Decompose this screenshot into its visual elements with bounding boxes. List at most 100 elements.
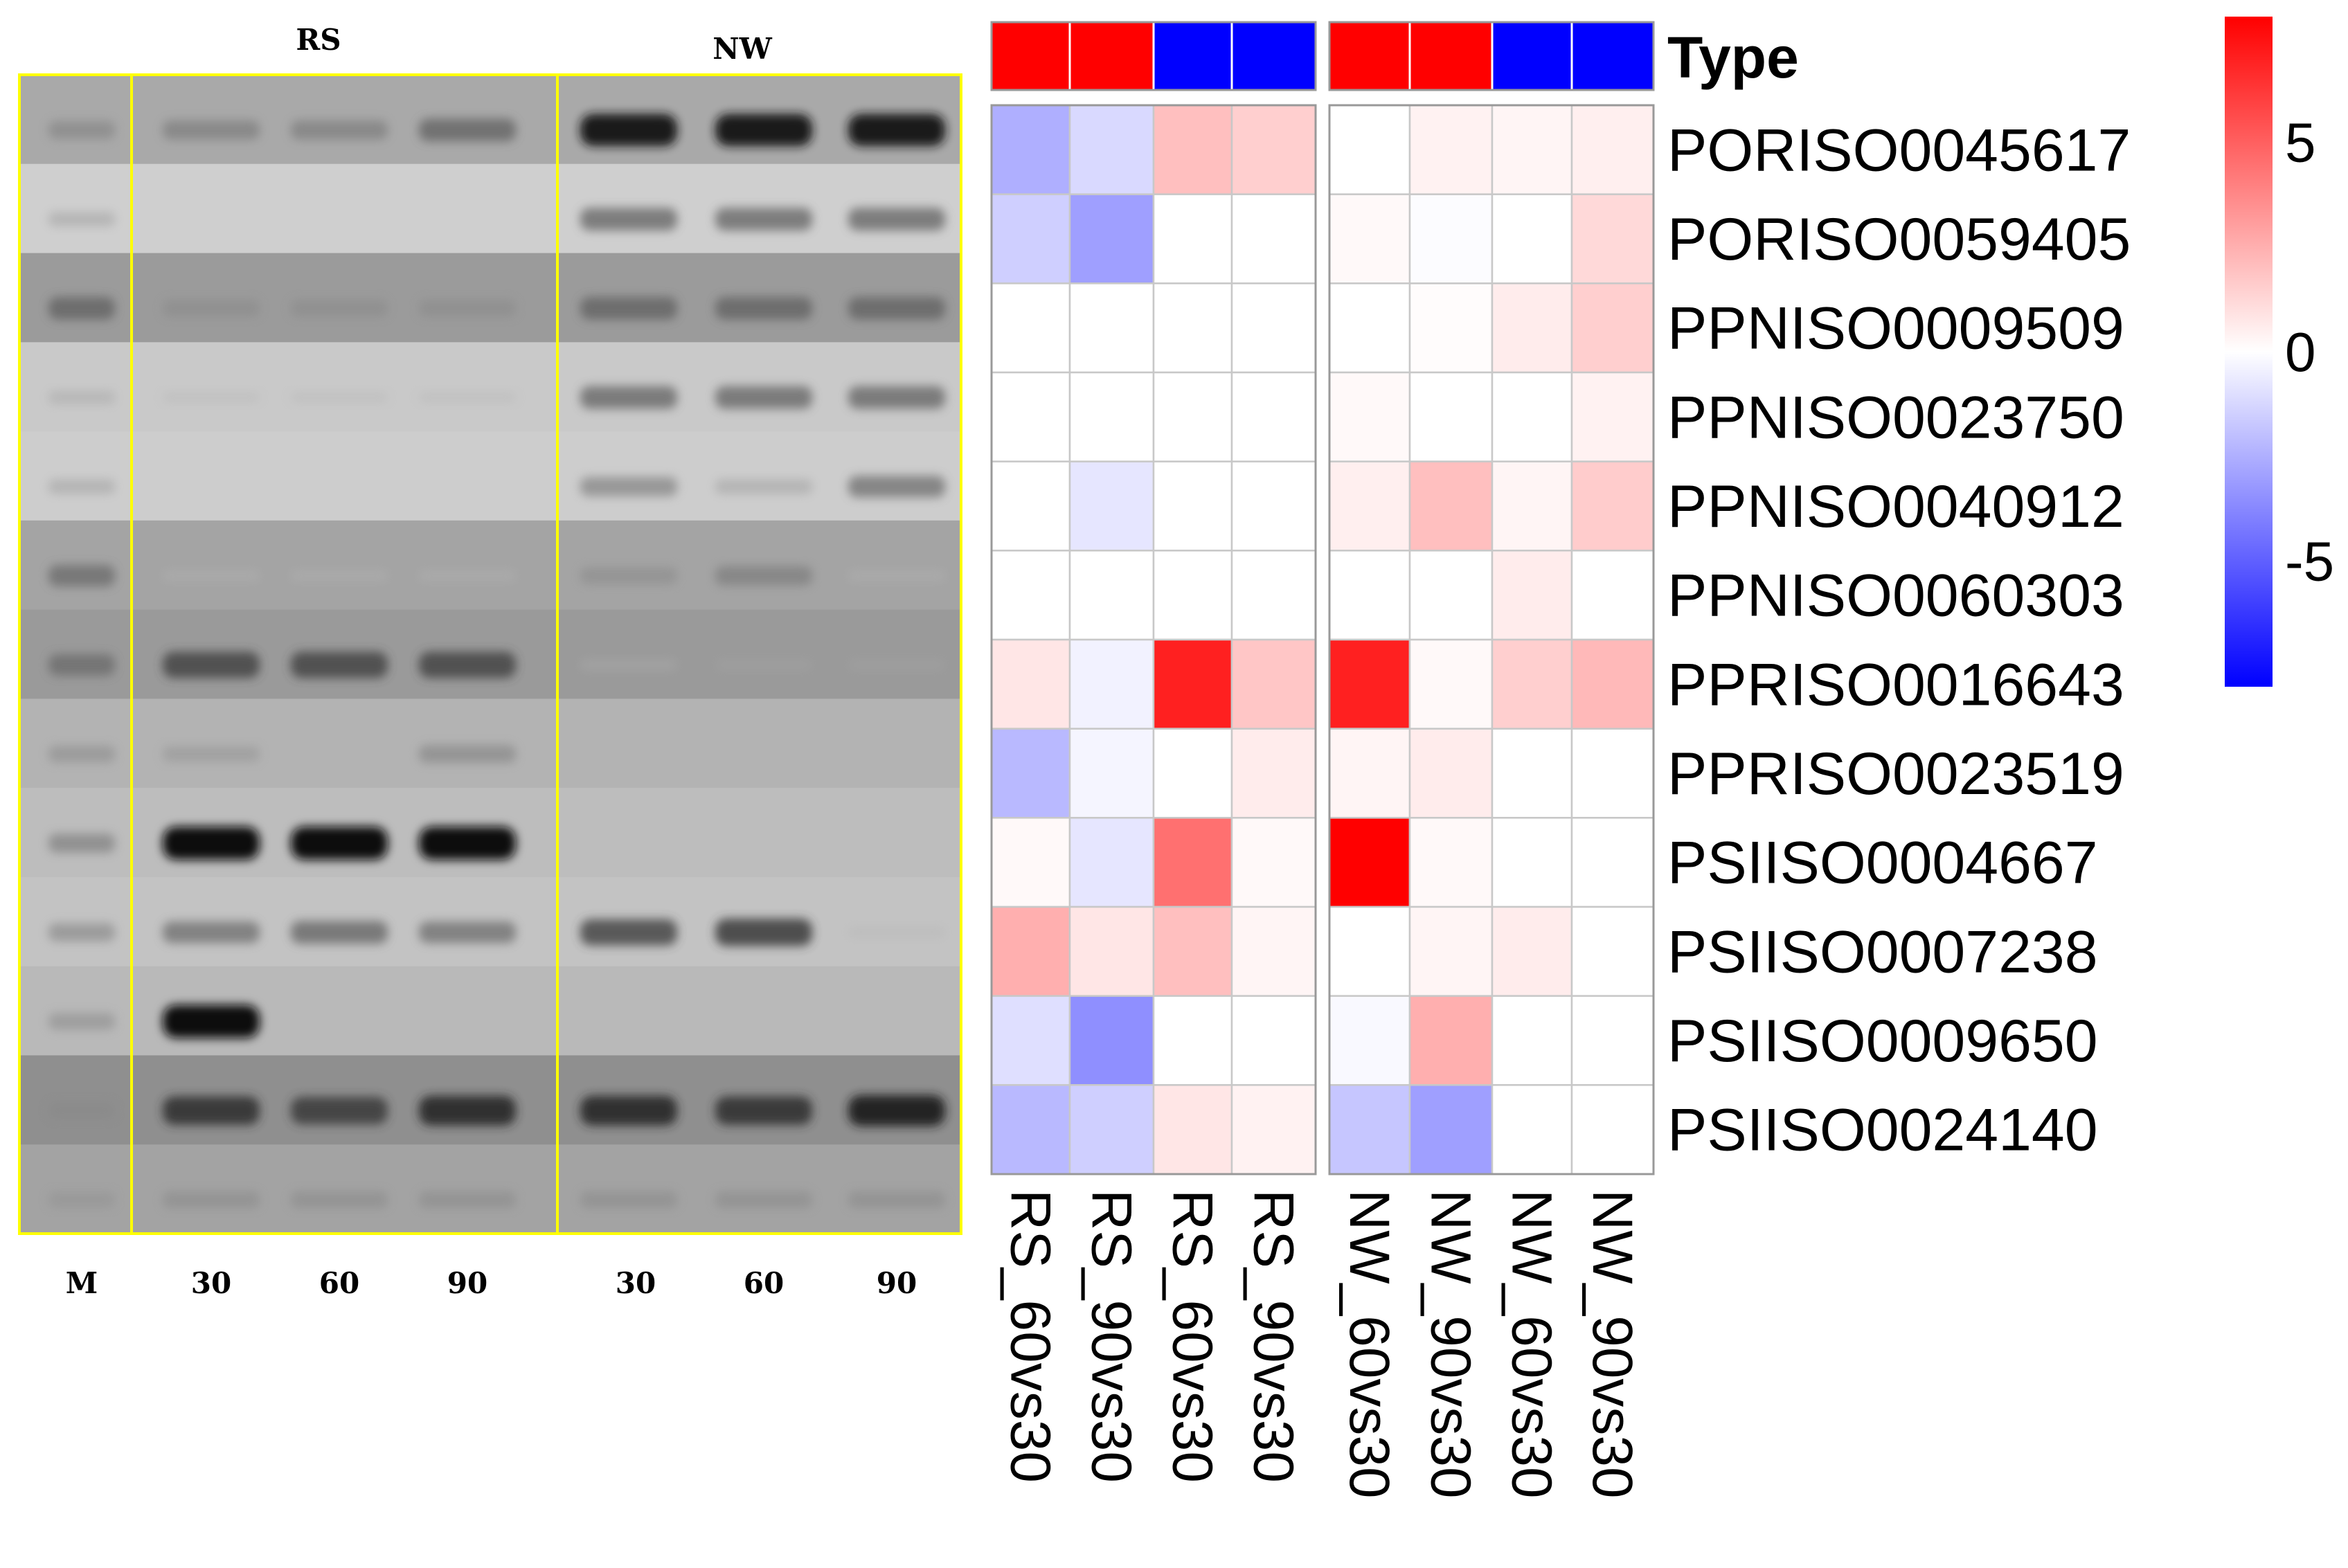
gel-band (48, 746, 115, 763)
heatmap-cell (1068, 905, 1155, 997)
type-annotation-cell (990, 21, 1071, 91)
heatmap-cell (1328, 460, 1411, 552)
gel-band (291, 1191, 388, 1209)
heatmap-cell (1491, 460, 1573, 552)
heatmap-cell (1408, 282, 1494, 374)
heatmap-cell (1152, 728, 1233, 819)
gel-band (419, 570, 516, 582)
heatmap-column-labels: RS_60vs30 RS_90vs30 RS_60vs30 RS_90vs30 NW_6… (999, 1189, 1645, 1499)
gel-strip (19, 163, 961, 254)
heatmap-cell (1570, 1084, 1655, 1175)
heatmap-cell (1491, 371, 1573, 462)
gel-lane-label: 90 (447, 1266, 487, 1300)
gel-strip (19, 431, 961, 521)
gel-band (848, 386, 945, 409)
heatmap-cell (1230, 460, 1317, 552)
heatmap-cell (1152, 905, 1233, 997)
heatmap-cell (1230, 817, 1317, 908)
heatmap-cell (1570, 282, 1655, 374)
heatmap-cell (1408, 817, 1494, 908)
gel-band (48, 833, 115, 853)
gel-strip (19, 966, 961, 1056)
gel-band (291, 300, 388, 317)
heatmap-cell (1491, 282, 1573, 374)
gel-band (580, 919, 677, 946)
heatmap-column-label: NW_60vs30 (1500, 1189, 1563, 1499)
heatmap-cell (990, 193, 1071, 285)
heatmap-row-label: PPNISO0060303 (1667, 563, 2124, 629)
heatmap-cell (1408, 905, 1494, 997)
heatmap-cell (1068, 638, 1155, 730)
gel-band (848, 926, 945, 938)
gel-frame-outer (18, 73, 962, 1235)
heatmap-column-label: NW_90vs30 (1419, 1189, 1482, 1499)
gel-band (848, 570, 945, 582)
gel-band (163, 120, 260, 140)
heatmap-cell (1491, 817, 1573, 908)
gel-band (580, 297, 677, 320)
heatmap-cell (1491, 728, 1573, 819)
heatmap-cell (1068, 282, 1155, 374)
color-legend-tick-label: -5 (2285, 531, 2334, 593)
heatmap-cell (1230, 282, 1317, 374)
heatmap-column-label: RS_90vs30 (1242, 1189, 1305, 1483)
heatmap-cell (1152, 550, 1233, 641)
type-annotation-cell (1068, 21, 1155, 91)
gel-lane-label: 60 (744, 1266, 784, 1300)
heatmap-block-border (1328, 104, 1655, 1175)
heatmap-cell (1068, 728, 1155, 819)
gel-band (715, 658, 812, 672)
heatmap-column-label: RS_60vs30 (999, 1189, 1062, 1483)
gel-lane-label: 30 (616, 1266, 656, 1300)
gel-band (580, 477, 677, 496)
heatmap-cell (1491, 104, 1573, 195)
heatmap-cell (990, 905, 1071, 997)
gel-band (580, 208, 677, 231)
gel-band (163, 1096, 260, 1125)
gel-strip (19, 699, 961, 789)
heatmap-cell (1068, 550, 1155, 641)
gel-band (48, 297, 115, 320)
heatmap-cell (1230, 193, 1317, 285)
heatmap-cell (1491, 638, 1573, 730)
heatmap-cell (990, 282, 1071, 374)
gel-lane-label: 30 (191, 1266, 231, 1300)
heatmap-row-label: PPNISO0023750 (1667, 384, 2124, 451)
gel-band (48, 212, 115, 227)
heatmap-cell (1230, 550, 1317, 641)
heatmap-cell (1068, 104, 1155, 195)
heatmap-cell (1570, 104, 1655, 195)
gel-band (291, 1097, 388, 1125)
heatmap-cell (1408, 460, 1494, 552)
heatmap-cell (990, 728, 1071, 819)
heatmap-row-label: PSIISO0009650 (1667, 1008, 2098, 1074)
heatmap-cell (1152, 995, 1233, 1086)
heatmap-cell (1328, 282, 1411, 374)
gel-band (419, 921, 516, 944)
heatmap-cell (1152, 282, 1233, 374)
color-legend-ticks: 5 0 -5 (2285, 112, 2334, 593)
heatmap-cell (1152, 193, 1233, 285)
heatmap-cell (1491, 905, 1573, 997)
gel-band (580, 386, 677, 409)
type-annotation-cell (1491, 21, 1573, 91)
heatmap-block-border (990, 104, 1317, 1175)
gel-band (48, 654, 115, 676)
gel-band (163, 1191, 260, 1209)
heatmap-cell (990, 817, 1071, 908)
gel-band (580, 567, 677, 584)
heatmap-column-label: RS_60vs30 (1161, 1189, 1224, 1483)
gel-band (163, 1004, 260, 1038)
gel-bands (48, 114, 945, 1209)
gel-band (848, 1191, 945, 1209)
gel-band (291, 921, 388, 944)
heatmap-cell (1230, 638, 1317, 730)
heatmap-cell (1570, 550, 1655, 641)
gel-band (48, 1013, 115, 1030)
gel-lane-label: 60 (319, 1266, 359, 1300)
heatmap-cell (990, 371, 1071, 462)
gel-band (715, 386, 812, 409)
type-annotation-bar (990, 21, 1655, 91)
heatmap-cell (1152, 371, 1233, 462)
